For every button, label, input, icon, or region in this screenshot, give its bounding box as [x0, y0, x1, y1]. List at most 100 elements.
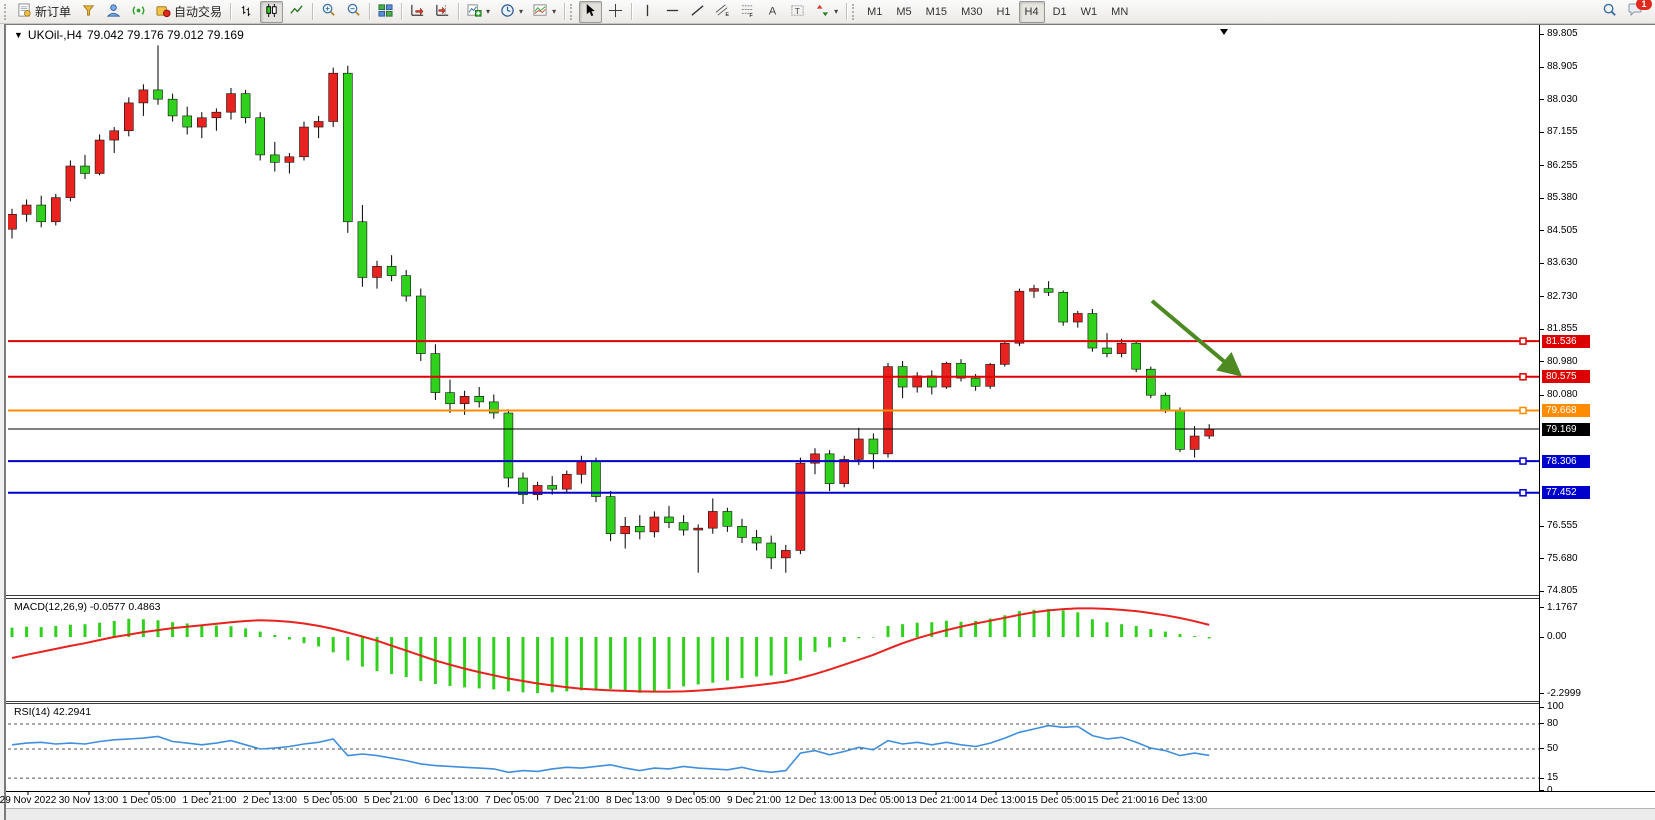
main-chart-pane[interactable]	[8, 29, 1539, 595]
navigator-button[interactable]	[102, 1, 125, 23]
autotrade-button[interactable]: 自动交易	[152, 1, 226, 23]
time-axis-label: 13 Dec 05:00	[845, 795, 905, 806]
indicators-button[interactable]: ▾	[463, 1, 494, 23]
toolbar-separator	[846, 3, 848, 20]
line-handle[interactable]	[1519, 406, 1527, 415]
navigator-icon	[106, 3, 121, 21]
trendline-button[interactable]	[686, 1, 709, 23]
candle-up	[94, 139, 105, 174]
line-chart-button[interactable]	[285, 1, 308, 23]
timeframe-mn-button[interactable]: MN	[1111, 5, 1129, 18]
candle-up	[839, 459, 850, 484]
templates-button[interactable]: ▾	[529, 1, 560, 23]
cursor-button[interactable]	[579, 0, 603, 23]
axis-tick	[1540, 328, 1544, 330]
axis-tick	[1540, 394, 1544, 396]
candle-up	[109, 130, 119, 141]
down-trend-arrow[interactable]	[1150, 299, 1243, 377]
axis-tick	[1540, 748, 1544, 750]
line-price-label: 78.306	[1542, 454, 1590, 468]
auto-scroll-button[interactable]	[406, 1, 429, 23]
axis-tick	[1540, 790, 1544, 792]
time-tick	[632, 792, 634, 795]
candle-down	[518, 477, 528, 496]
axis-tick	[1540, 706, 1544, 708]
chart-shift-button[interactable]	[431, 1, 454, 23]
time-axis[interactable]: 29 Nov 2022 30 Nov 13:00 1 Dec 05:00 1 Dec …	[0, 791, 1655, 809]
candle-down	[357, 221, 368, 278]
price-tick-label: 85.380	[1547, 192, 1578, 204]
macd-pane[interactable]	[8, 599, 1539, 701]
zoom-out-button[interactable]	[342, 1, 365, 23]
time-axis-label: 6 Dec 13:00	[424, 795, 479, 806]
timeframe-h4-button[interactable]: H4	[1018, 0, 1045, 23]
signals-button[interactable]	[127, 1, 150, 23]
price-axis[interactable]: 89.805 88.905 88.030 87.155 86.255 85.380 84.5…	[1539, 25, 1655, 796]
line-handle[interactable]	[1519, 457, 1527, 465]
candle-down	[36, 204, 47, 223]
axis-tick	[1540, 262, 1544, 264]
timeframe-m5-button[interactable]: M5	[896, 5, 912, 18]
zoom-in-button[interactable]	[317, 1, 340, 23]
time-tick	[27, 792, 29, 795]
text-icon: A	[765, 3, 780, 21]
price-tick-label: 80	[1547, 717, 1559, 729]
time-tick	[1116, 792, 1118, 795]
new-order-icon	[17, 2, 32, 21]
vertical-line-button[interactable]	[636, 1, 659, 23]
channel-button[interactable]: E	[711, 1, 734, 23]
axis-tick	[1540, 230, 1544, 232]
timeframe-w1-button[interactable]: W1	[1080, 5, 1098, 18]
candle-up	[780, 550, 791, 559]
pane-divider[interactable]	[6, 701, 1655, 704]
chart-title[interactable]: ▼ UKOil-,H4 79.042 79.176 79.012 79.169	[14, 28, 244, 42]
bar-chart-icon	[239, 3, 254, 21]
time-axis-label: 1 Dec 21:00	[182, 795, 237, 806]
collapse-arrow-icon[interactable]: ▼	[14, 30, 23, 40]
bar-chart-button[interactable]	[235, 1, 258, 23]
candle-up	[21, 204, 32, 215]
timeframe-m30-button[interactable]: M30	[961, 5, 983, 18]
candle-down	[1146, 368, 1156, 396]
time-axis-label: 13 Dec 21:00	[905, 795, 966, 806]
search-button[interactable]	[1598, 1, 1621, 23]
arrows-button[interactable]: ▾	[811, 1, 842, 23]
time-axis-label: 9 Dec 05:00	[666, 795, 721, 806]
line-price-label: 81.536	[1542, 334, 1590, 348]
line-handle[interactable]	[1519, 337, 1527, 345]
new-order-button[interactable]: 新订单	[13, 1, 75, 23]
chart-shift-marker-icon[interactable]	[1220, 29, 1228, 35]
candlestick-chart-button[interactable]	[260, 0, 284, 23]
time-tick	[1177, 792, 1178, 795]
market-watch-button[interactable]	[77, 1, 100, 23]
timeframe-m15-button[interactable]: M15	[925, 5, 948, 18]
timeframe-d1-button[interactable]: D1	[1052, 5, 1067, 18]
time-axis-label: 1 Dec 05:00	[122, 795, 176, 806]
chat-button[interactable]: 1	[1623, 0, 1652, 23]
price-tick-label: 83.630	[1547, 257, 1578, 269]
rsi-pane[interactable]	[8, 704, 1539, 791]
fibonacci-button[interactable]: F	[736, 1, 759, 23]
time-axis-label: 7 Dec 05:00	[485, 795, 539, 806]
candle-down	[547, 485, 558, 490]
timeframe-m1-button[interactable]: M1	[867, 5, 883, 18]
tile-windows-button[interactable]	[374, 1, 397, 23]
crosshair-button[interactable]	[604, 1, 627, 23]
horizontal-scrollbar[interactable]	[6, 808, 1655, 820]
axis-tick	[1540, 607, 1544, 609]
line-handle[interactable]	[1519, 489, 1527, 497]
timeframe-h1-button[interactable]: H1	[996, 5, 1011, 18]
line-handle[interactable]	[1519, 373, 1527, 381]
dropdown-caret-icon: ▾	[552, 7, 557, 16]
horizontal-line-button[interactable]	[661, 1, 684, 23]
text-button[interactable]: A	[761, 1, 784, 23]
text-label-button[interactable]: T	[786, 1, 809, 23]
axis-tick	[1540, 693, 1544, 695]
candle-up	[707, 511, 718, 529]
time-axis-label: 9 Dec 21:00	[727, 795, 781, 806]
periods-clock-icon	[500, 3, 515, 21]
candle-up	[1116, 342, 1127, 354]
pane-divider[interactable]	[6, 595, 1655, 599]
periods-button[interactable]: ▾	[496, 1, 527, 23]
chart-window: ▼ UKOil-,H4 79.042 79.176 79.012 79.169 …	[0, 24, 1655, 820]
